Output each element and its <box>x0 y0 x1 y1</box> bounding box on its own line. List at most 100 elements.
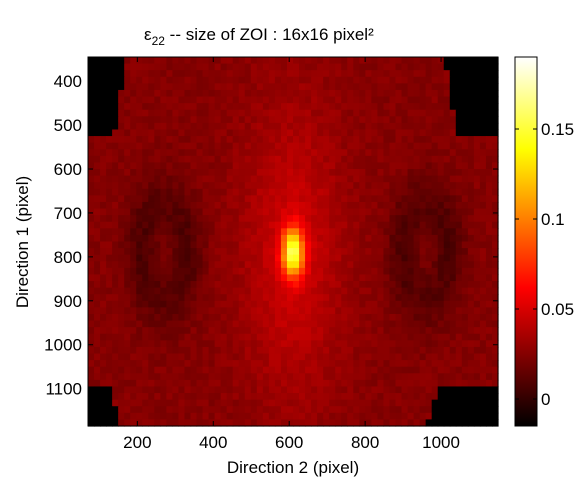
heatmap-cell <box>172 281 180 289</box>
heatmap-cell <box>311 412 318 421</box>
heatmap-cell <box>94 195 101 203</box>
heatmap-cell <box>136 254 143 262</box>
heatmap-cell <box>154 346 161 355</box>
heatmap-cell <box>100 195 107 203</box>
heatmap-cell <box>94 419 101 427</box>
heatmap-cell <box>425 254 433 262</box>
heatmap-cell <box>148 320 155 328</box>
heatmap-cell <box>172 406 180 414</box>
heatmap-cell <box>437 386 445 394</box>
heatmap-cell <box>473 142 481 150</box>
heatmap-cell <box>293 215 300 223</box>
heatmap-cell <box>112 373 119 381</box>
heatmap-cell <box>208 320 216 328</box>
heatmap-cell <box>166 149 174 157</box>
heatmap-cell <box>485 70 493 78</box>
heatmap-cell <box>431 116 439 124</box>
heatmap-cell <box>293 261 300 269</box>
heatmap-cell <box>124 287 131 295</box>
heatmap-cell <box>220 313 228 322</box>
heatmap-cell <box>136 333 143 341</box>
heatmap-cell <box>196 142 204 150</box>
heatmap-cell <box>190 241 198 249</box>
heatmap-cell <box>112 300 119 308</box>
heatmap-cell <box>305 83 312 91</box>
heatmap-cell <box>305 96 312 104</box>
heatmap-cell <box>196 300 204 308</box>
heatmap-cell <box>479 136 487 144</box>
heatmap-cell <box>425 142 433 150</box>
heatmap-cell <box>136 346 143 355</box>
heatmap-cell <box>443 155 451 164</box>
heatmap-cell <box>178 346 186 355</box>
heatmap-cell <box>142 353 149 361</box>
heatmap-cell <box>293 129 300 137</box>
heatmap-cell <box>437 241 445 249</box>
heatmap-cell <box>118 333 125 341</box>
heatmap-cell <box>455 103 463 111</box>
heatmap-cell <box>299 122 306 131</box>
heatmap-cell <box>347 346 354 355</box>
heatmap-cell <box>407 406 415 414</box>
heatmap-cell <box>232 399 240 407</box>
heatmap-cell <box>262 109 270 117</box>
heatmap-cell <box>100 96 107 104</box>
heatmap-cell <box>413 149 421 157</box>
heatmap-cell <box>371 274 379 282</box>
heatmap-cell <box>407 300 415 308</box>
heatmap-cell <box>329 360 336 368</box>
heatmap-cell <box>431 182 439 190</box>
heatmap-cell <box>190 149 198 157</box>
heatmap-cell <box>401 419 409 427</box>
heatmap-cell <box>443 399 451 407</box>
heatmap-cell <box>202 307 210 315</box>
heatmap-cell <box>118 412 125 421</box>
heatmap-cell <box>94 169 101 177</box>
heatmap-cell <box>437 320 445 328</box>
heatmap-cell <box>112 149 119 157</box>
heatmap-cell <box>166 136 174 144</box>
heatmap-cell <box>371 155 379 164</box>
heatmap-cell <box>178 287 186 295</box>
heatmap-cell <box>467 201 475 210</box>
heatmap-cell <box>184 215 192 223</box>
heatmap-cell <box>467 419 475 427</box>
heatmap-cell <box>353 386 360 394</box>
y-tick-label: 1100 <box>45 380 82 399</box>
heatmap-cell <box>491 412 499 421</box>
heatmap-cell <box>359 234 366 243</box>
heatmap-cell <box>395 162 403 170</box>
heatmap-cell <box>286 406 294 414</box>
heatmap-cell <box>305 327 312 335</box>
heatmap-cell <box>407 241 415 249</box>
heatmap-cell <box>244 274 252 282</box>
heatmap-cell <box>365 201 372 210</box>
heatmap-cell <box>94 83 101 91</box>
heatmap-cell <box>274 386 282 394</box>
heatmap-cell <box>377 399 385 407</box>
heatmap-cell <box>473 149 481 157</box>
heatmap-cell <box>202 248 210 256</box>
heatmap-cell <box>124 373 131 381</box>
heatmap-cell <box>166 175 174 183</box>
heatmap-cell <box>226 109 234 117</box>
heatmap-cell <box>485 254 493 262</box>
heatmap-cell <box>232 333 240 341</box>
heatmap-cell <box>389 353 397 361</box>
heatmap-cell <box>491 142 499 150</box>
heatmap-cell <box>353 175 360 183</box>
heatmap-cell <box>335 70 342 78</box>
heatmap-cell <box>335 281 342 289</box>
heatmap-cell <box>305 122 312 131</box>
heatmap-cell <box>347 215 354 223</box>
heatmap-cell <box>136 274 143 282</box>
heatmap-cell <box>443 83 451 91</box>
heatmap-cell <box>389 201 397 210</box>
heatmap-cell <box>329 215 336 223</box>
heatmap-cell <box>262 83 270 91</box>
heatmap-cell <box>341 300 348 308</box>
heatmap-cell <box>359 248 366 256</box>
heatmap-cell <box>455 215 463 223</box>
heatmap-cell <box>395 346 403 355</box>
heatmap-cell <box>268 281 276 289</box>
